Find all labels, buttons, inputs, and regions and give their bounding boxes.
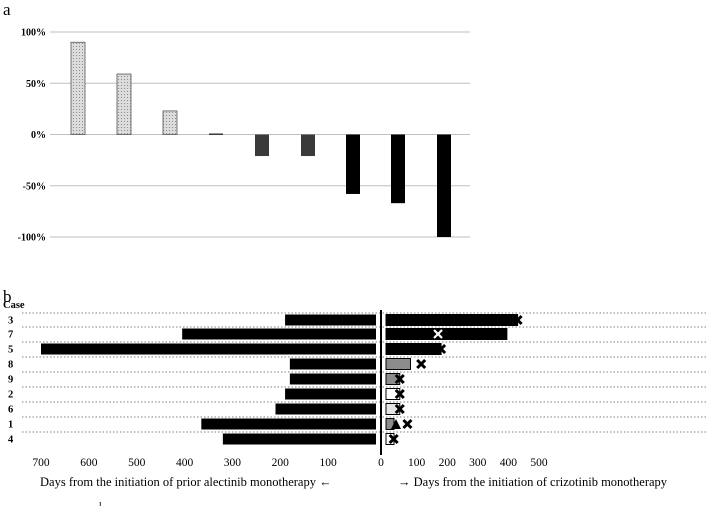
waterfall-bar	[70, 41, 86, 135]
alectinib-bar	[182, 328, 376, 340]
alectinib-bar	[289, 373, 376, 385]
y-tick-label: 0%	[31, 130, 46, 141]
waterfall-bar	[346, 134, 360, 194]
alectinib-bar	[289, 358, 376, 370]
panel-b-label: b	[3, 287, 12, 306]
left-tick-label: 500	[128, 457, 146, 469]
waterfall-bar	[391, 134, 405, 204]
alectinib-bar	[275, 403, 376, 415]
alectinib-bar	[201, 418, 376, 430]
waterfall-bar	[437, 134, 451, 237]
crizotinib-bar	[385, 328, 508, 340]
y-tick-label: 50%	[26, 79, 46, 90]
case-label: 6	[8, 405, 13, 416]
case-label: 7	[8, 330, 13, 341]
right-tick-label: 500	[530, 457, 548, 469]
waterfall-bar	[116, 73, 132, 135]
waterfall-bar	[301, 134, 315, 157]
alectinib-bar	[285, 388, 376, 400]
progression-x-mark	[512, 314, 523, 326]
stray-mark: ɩ	[99, 499, 102, 506]
progression-x-mark	[394, 373, 405, 385]
progression-x-mark	[394, 403, 405, 415]
case-label: 2	[8, 390, 13, 401]
progression-x-mark	[394, 388, 405, 400]
crizotinib-bar	[385, 343, 442, 355]
case-label: 3	[8, 316, 13, 327]
left-tick-label: 600	[80, 457, 98, 469]
y-tick-label: -100%	[18, 233, 46, 244]
left-tick-label: 0	[378, 457, 384, 469]
y-tick-label: -50%	[23, 181, 46, 192]
case-header: Case	[3, 300, 25, 311]
left-tick-label: 200	[272, 457, 290, 469]
progression-x-mark	[416, 358, 427, 370]
y-tick-label: 100%	[21, 28, 46, 39]
left-tick-label: 300	[224, 457, 242, 469]
right-tick-label: 300	[469, 457, 487, 469]
case-label: 9	[8, 375, 13, 386]
waterfall-bar	[209, 133, 223, 135]
left-tick-label: 100	[320, 457, 338, 469]
waterfall-bar	[162, 110, 178, 135]
left-axis-label: Days from the initiation of prior alecti…	[40, 475, 332, 489]
crizotinib-bar	[385, 358, 411, 370]
right-axis-label: → Days from the initiation of crizotinib…	[398, 475, 668, 489]
alectinib-bar	[285, 314, 376, 326]
case-label: 5	[8, 345, 13, 356]
alectinib-bar	[222, 433, 376, 445]
swimmer-chart: Case 3 7 5 8 9 2 6 1 4 700 600 500 400 300 200 100 0 100 20…	[3, 300, 708, 489]
waterfall-chart: 100% 50% 0% -50% -100%	[18, 28, 470, 244]
right-tick-label: 100	[408, 457, 426, 469]
case-label: 1	[8, 420, 13, 431]
waterfall-bar	[255, 134, 269, 157]
left-tick-label: 400	[176, 457, 194, 469]
left-tick-label: 700	[32, 457, 50, 469]
case-label: 4	[8, 435, 14, 446]
case-label: 8	[8, 360, 13, 371]
right-tick-label: 200	[439, 457, 457, 469]
crizotinib-bar	[385, 314, 519, 326]
progression-x-mark	[436, 343, 447, 355]
progression-x-mark	[388, 433, 399, 445]
right-tick-label: 400	[500, 457, 518, 469]
progression-x-mark	[402, 418, 413, 430]
triangle-marker	[391, 419, 401, 429]
alectinib-bar	[41, 343, 376, 355]
panel-a-label: a	[3, 0, 11, 19]
progression-x-mark	[432, 328, 444, 340]
